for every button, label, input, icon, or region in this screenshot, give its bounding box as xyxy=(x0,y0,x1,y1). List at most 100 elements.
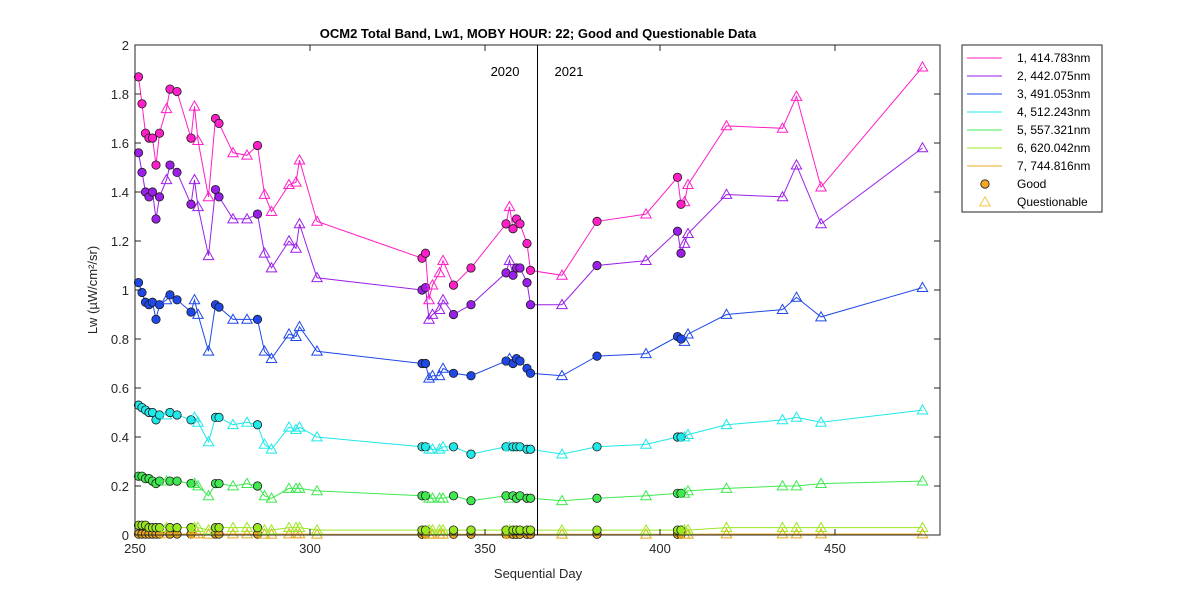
questionable-point xyxy=(293,320,306,332)
good-point xyxy=(151,214,161,224)
questionable-point xyxy=(720,482,733,493)
questionable-point xyxy=(681,523,695,535)
good-point xyxy=(172,410,182,420)
questionable-point xyxy=(790,521,803,533)
good-point xyxy=(172,476,182,486)
questionable-point xyxy=(282,420,296,432)
questionable-point xyxy=(916,527,929,539)
good-point xyxy=(252,140,263,151)
questionable-point xyxy=(240,477,254,488)
questionable-point xyxy=(436,492,450,503)
questionable-point xyxy=(265,205,278,216)
questionable-point xyxy=(226,418,240,430)
questionable-point xyxy=(240,149,254,160)
y-tick-label: 0 xyxy=(122,528,129,543)
good-point xyxy=(172,86,182,97)
legend-label: 2, 442.075nm xyxy=(1017,69,1090,83)
good-point xyxy=(147,133,158,143)
good-point xyxy=(133,72,144,82)
questionable-point xyxy=(776,527,789,539)
series-2 xyxy=(133,141,929,324)
good-point xyxy=(133,148,144,158)
questionable-point xyxy=(188,173,201,185)
questionable-point xyxy=(790,291,803,302)
good-point xyxy=(133,278,144,288)
good-point xyxy=(466,371,476,381)
questionable-point xyxy=(289,242,303,253)
good-point xyxy=(592,493,602,503)
questionable-point xyxy=(436,254,450,265)
year-label-right: 2021 xyxy=(555,64,584,79)
questionable-point xyxy=(226,146,240,158)
legend-good-marker xyxy=(980,179,990,189)
good-point xyxy=(466,449,476,459)
questionable-point xyxy=(282,521,296,533)
questionable-point xyxy=(282,482,296,493)
questionable-point xyxy=(240,527,254,539)
questionable-point xyxy=(678,237,691,248)
good-point xyxy=(592,216,602,226)
questionable-point xyxy=(678,430,691,442)
questionable-point xyxy=(191,308,205,319)
y-tick-label: 0.8 xyxy=(111,332,129,347)
questionable-point xyxy=(639,489,653,501)
questionable-point xyxy=(191,200,205,212)
questionable-point xyxy=(310,345,324,356)
good-point xyxy=(676,199,686,209)
questionable-point xyxy=(814,217,828,229)
questionable-point xyxy=(202,523,215,535)
good-point xyxy=(214,412,224,422)
questionable-point xyxy=(814,180,828,192)
legend-label: Good xyxy=(1017,177,1046,191)
questionable-point xyxy=(916,60,929,72)
good-point xyxy=(186,307,196,317)
y-axis-label: Lw (µW/cm²/sr) xyxy=(85,246,100,334)
questionable-point xyxy=(293,521,306,533)
questionable-point xyxy=(289,175,303,187)
questionable-point xyxy=(240,313,254,324)
x-tick-label: 300 xyxy=(299,541,321,556)
questionable-point xyxy=(240,521,254,533)
legend-label: Questionable xyxy=(1017,195,1088,209)
good-point xyxy=(525,444,536,454)
good-point xyxy=(522,278,532,288)
good-point xyxy=(672,226,683,236)
x-tick-label: 450 xyxy=(824,541,846,556)
year-label-left: 2020 xyxy=(491,64,520,79)
questionable-point xyxy=(678,195,691,207)
questionable-point xyxy=(916,521,929,533)
good-point xyxy=(154,410,165,420)
good-point xyxy=(214,192,224,202)
series-3 xyxy=(133,278,929,383)
questionable-point xyxy=(555,447,569,459)
questionable-point xyxy=(678,335,691,346)
legend-label: 6, 620.042nm xyxy=(1017,141,1090,155)
questionable-point xyxy=(310,484,324,496)
questionable-point xyxy=(422,293,436,305)
questionable-point xyxy=(720,119,733,131)
good-point xyxy=(214,118,224,129)
questionable-point xyxy=(265,261,278,273)
good-point xyxy=(137,99,147,109)
good-point xyxy=(592,351,602,361)
questionable-point xyxy=(293,482,306,493)
questionable-point xyxy=(776,413,789,425)
questionable-point xyxy=(555,523,569,535)
questionable-point xyxy=(226,479,240,491)
questionable-point xyxy=(916,141,929,153)
questionable-point xyxy=(436,293,450,305)
questionable-point xyxy=(282,234,296,246)
questionable-point xyxy=(258,188,271,199)
good-point xyxy=(448,525,459,535)
questionable-point xyxy=(191,521,205,533)
questionable-point xyxy=(720,308,733,319)
questionable-point xyxy=(258,247,271,258)
good-point xyxy=(154,523,165,533)
questionable-point xyxy=(916,474,929,486)
good-point xyxy=(165,160,175,170)
good-point xyxy=(525,300,536,310)
good-point xyxy=(448,491,459,501)
legend-questionable-marker xyxy=(978,195,992,207)
questionable-point xyxy=(226,521,240,533)
questionable-point xyxy=(555,269,569,280)
